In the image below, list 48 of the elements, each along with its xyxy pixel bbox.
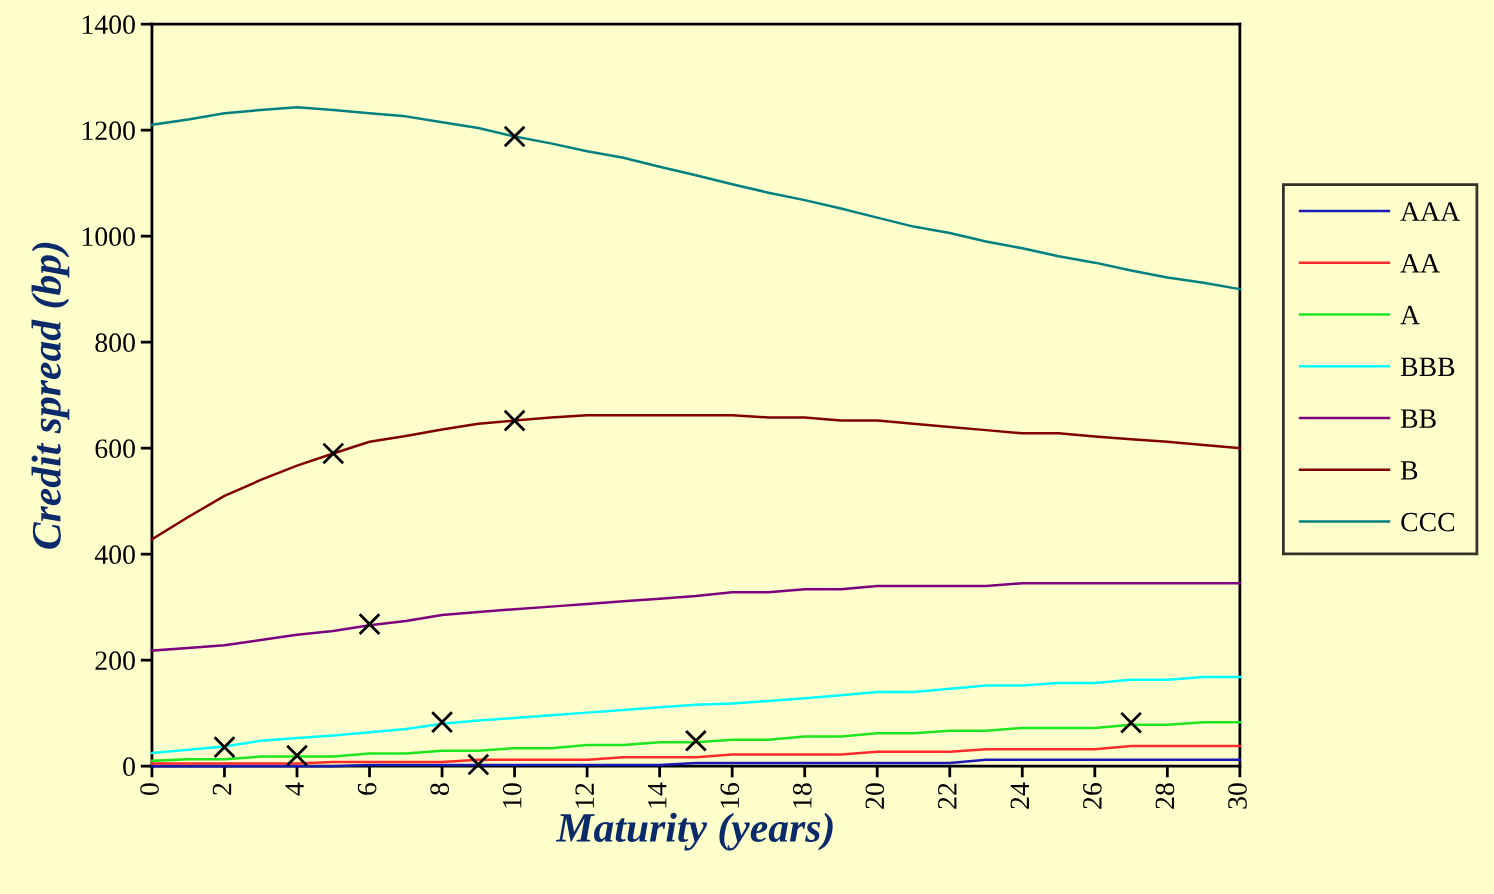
y-tick-label: 1400 (82, 15, 135, 35)
legend-label: CCC (1401, 512, 1455, 532)
x-tick-label: 24 (1010, 782, 1029, 809)
y-tick-label: 1000 (82, 227, 135, 247)
legend-label: A (1400, 305, 1420, 325)
point (213, 735, 236, 759)
point (358, 612, 381, 636)
point (430, 710, 454, 734)
x-tick-label: 18 (792, 783, 812, 808)
y-tick-label: 1200 (82, 121, 135, 141)
x-tick-label: 16 (720, 782, 740, 808)
x-tick-label: 30 (1228, 783, 1247, 809)
legend-label: BBB (1400, 357, 1455, 377)
y-tick-label: 800 (95, 333, 135, 353)
x-tick-label: 14 (647, 782, 667, 808)
legend-label: B (1400, 461, 1418, 480)
x-axis-title: Maturity (years) (555, 812, 833, 851)
point (684, 729, 708, 752)
legend-label: AAA (1400, 202, 1461, 221)
y-tick-label: 200 (95, 651, 135, 671)
x-tick-label: 20 (865, 783, 885, 809)
point (467, 753, 490, 776)
y-tick-label: 400 (94, 545, 135, 565)
point (503, 125, 526, 148)
line-series (150, 720, 1242, 763)
x-tick-label: 0 (140, 783, 159, 795)
x-tick-label: 28 (1155, 783, 1175, 809)
point (1119, 711, 1143, 734)
y-tick-label: 600 (95, 439, 135, 459)
x-tick-label: 8 (430, 783, 450, 795)
x-tick-label: 10 (502, 783, 522, 808)
line-series (150, 582, 1242, 652)
point (503, 409, 526, 432)
x-tick-label: 12 (575, 783, 594, 808)
line-series (150, 414, 1242, 541)
legend-label: AA (1400, 254, 1440, 273)
point (322, 442, 345, 465)
x-tick-label: 4 (285, 782, 304, 796)
line-series (150, 675, 1242, 755)
y-axis-title: Credit spread (bp) (31, 242, 70, 549)
x-tick-label: 22 (938, 783, 957, 809)
x-tick-label: 26 (1083, 782, 1102, 809)
point (285, 744, 309, 767)
x-tick-label: 2 (212, 783, 232, 795)
legend-label: BB (1400, 409, 1436, 428)
line-series (150, 106, 1242, 291)
x-tick-label: 6 (357, 782, 377, 795)
y-tick-label: 0 (123, 757, 135, 777)
